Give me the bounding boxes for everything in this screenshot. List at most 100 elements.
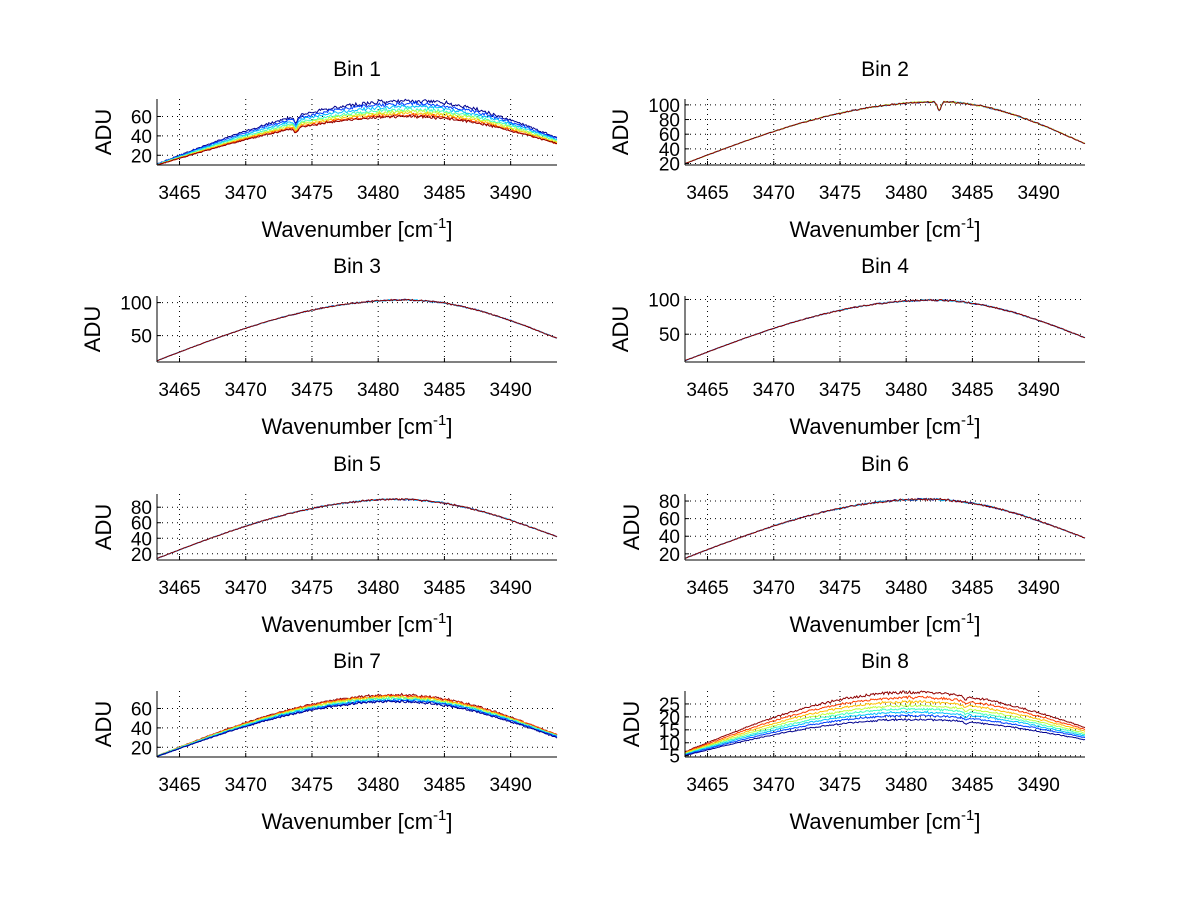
x-tick-label: 3470 — [753, 578, 795, 599]
y-tick-label: 100 — [120, 294, 152, 315]
series-curve-7 — [156, 112, 558, 166]
series-curve-5 — [684, 707, 1086, 755]
x-tick-label: 3485 — [423, 380, 465, 401]
y-tick-label: 40 — [131, 529, 152, 550]
x-tick-label: 3480 — [357, 578, 399, 599]
x-axis-label: Wavenumber [cm-1] — [789, 215, 980, 242]
x-tick-label: 3485 — [951, 380, 993, 401]
series-curve-2 — [156, 694, 558, 757]
series-curve-2 — [684, 298, 1086, 361]
subplot-3: 3465 3470 3475 3480 3485 3490 50 100 Bin 3 Wavenu… — [80, 255, 558, 439]
series-curve-1 — [684, 100, 1086, 165]
series-curve-6 — [156, 111, 558, 166]
x-axis-label: Wavenumber [cm-1] — [789, 610, 980, 637]
y-tick-label: 80 — [131, 498, 152, 519]
x-axis-label: Wavenumber [cm-1] — [261, 610, 452, 637]
x-tick-label: 3480 — [357, 183, 399, 204]
x-tick-label: 3470 — [225, 183, 267, 204]
series-curve-6 — [684, 710, 1086, 755]
subplot-title: Bin 8 — [861, 650, 909, 673]
x-tick-label: 3490 — [490, 578, 532, 599]
series-curve-5 — [156, 109, 558, 166]
y-tick-label: 100 — [648, 290, 680, 311]
y-axis-label: ADU — [91, 109, 116, 155]
y-tick-label: 25 — [659, 695, 680, 716]
x-tick-label: 3490 — [490, 380, 532, 401]
x-tick-label: 3475 — [819, 183, 861, 204]
x-tick-label: 3470 — [225, 775, 267, 796]
series-curve-3 — [156, 497, 558, 560]
series-curve-1 — [156, 498, 558, 560]
series-curve-2 — [156, 299, 558, 362]
y-axis-label: ADU — [608, 306, 633, 352]
y-tick-label: 20 — [131, 738, 152, 759]
x-tick-label: 3480 — [357, 380, 399, 401]
x-tick-label: 3475 — [819, 578, 861, 599]
x-tick-label: 3475 — [291, 578, 333, 599]
y-tick-label: 15 — [659, 721, 680, 742]
y-tick-label: 20 — [659, 545, 680, 566]
x-tick-label: 3465 — [686, 380, 728, 401]
y-tick-label: 50 — [131, 327, 152, 348]
y-axis-label: ADU — [80, 306, 105, 352]
series-curve-8 — [156, 113, 558, 166]
x-tick-label: 3470 — [753, 775, 795, 796]
y-axis-label: ADU — [91, 701, 116, 747]
x-tick-label: 3485 — [423, 775, 465, 796]
y-tick-label: 10 — [659, 734, 680, 755]
y-tick-label: 20 — [131, 146, 152, 167]
y-tick-label: 40 — [131, 719, 152, 740]
subplot-title: Bin 1 — [333, 58, 381, 81]
y-tick-label: 60 — [131, 514, 152, 535]
x-tick-label: 3465 — [158, 183, 200, 204]
y-tick-label: 80 — [659, 111, 680, 132]
series-curve-4 — [156, 107, 558, 166]
x-tick-label: 3465 — [686, 578, 728, 599]
series-curve-1 — [156, 692, 558, 757]
series-curve-1 — [684, 497, 1086, 559]
x-tick-label: 3480 — [885, 578, 927, 599]
x-tick-label: 3475 — [819, 775, 861, 796]
y-tick-label: 40 — [659, 140, 680, 161]
series-curve-3 — [684, 699, 1086, 754]
x-tick-label: 3485 — [423, 183, 465, 204]
y-tick-label: 100 — [648, 96, 680, 117]
x-tick-label: 3470 — [753, 380, 795, 401]
x-tick-label: 3470 — [225, 578, 267, 599]
series-curve-4 — [684, 703, 1086, 754]
y-tick-label: 20 — [659, 708, 680, 729]
series-curve-2 — [684, 100, 1086, 165]
subplot-4: 3465 3470 3475 3480 3485 3490 50 100 Bin 4 Wavenu… — [608, 255, 1086, 439]
x-tick-label: 3470 — [225, 380, 267, 401]
x-tick-label: 3490 — [1018, 183, 1060, 204]
series-curve-1 — [684, 298, 1086, 362]
x-tick-label: 3465 — [158, 578, 200, 599]
x-tick-label: 3490 — [490, 183, 532, 204]
series-curve-7 — [684, 713, 1086, 756]
x-tick-label: 3475 — [291, 380, 333, 401]
x-tick-label: 3490 — [1018, 775, 1060, 796]
x-tick-label: 3480 — [357, 775, 399, 796]
x-tick-label: 3490 — [1018, 578, 1060, 599]
y-axis-label: ADU — [91, 504, 116, 550]
subplot-title: Bin 6 — [861, 453, 909, 476]
series-curve-3 — [156, 298, 558, 362]
y-tick-label: 60 — [131, 699, 152, 720]
series-curve-3 — [684, 497, 1086, 559]
x-tick-label: 3465 — [158, 775, 200, 796]
series-curve-3 — [684, 100, 1086, 165]
series-curve-4 — [684, 100, 1085, 165]
x-tick-label: 3485 — [951, 578, 993, 599]
y-tick-label: 60 — [659, 125, 680, 146]
y-axis-label: ADU — [619, 701, 644, 747]
y-tick-label: 40 — [659, 527, 680, 548]
x-axis-label: Wavenumber [cm-1] — [261, 412, 452, 439]
y-tick-label: 50 — [659, 325, 680, 346]
series-curve-1 — [156, 98, 558, 165]
y-tick-label: 60 — [131, 107, 152, 128]
series-curve-2 — [156, 100, 558, 165]
